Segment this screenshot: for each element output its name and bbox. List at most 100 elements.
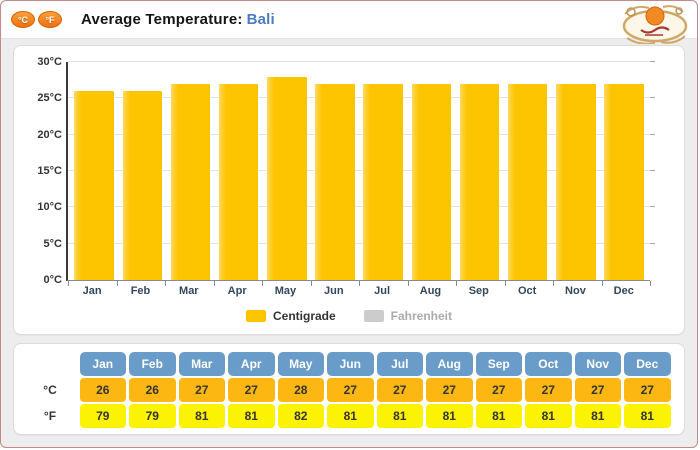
temperature-table: Jan Feb Mar Apr May Jun Jul Aug Sep Oct Nov Dec °C 26… — [22, 352, 672, 428]
temperature-value-cell: 79 — [129, 404, 176, 428]
gridline — [68, 97, 650, 99]
temperature-bar-jan[interactable] — [74, 91, 114, 280]
chart-legend: Centigrade Fahrenheit — [14, 309, 684, 323]
x-axis-tick — [553, 281, 554, 286]
right-axis-tick — [650, 133, 655, 135]
row-unit-label: °C — [43, 383, 57, 397]
temperature-value-cell: 82 — [277, 404, 324, 428]
month-header-cell: Apr — [228, 352, 275, 376]
temperature-value-cell: 27 — [327, 378, 374, 402]
temperature-value-cell: 81 — [426, 404, 473, 428]
y-axis-tick-label: 20°C — [37, 128, 62, 141]
bar-chart-plot-area: 0°C 5°C 10°C 15°C 20°C 25°C 30°C — [37, 56, 655, 286]
bar-column — [215, 62, 263, 280]
temperature-bar-apr[interactable] — [218, 83, 259, 280]
y-axis-tick-label: 15°C — [37, 165, 62, 177]
temperature-value-cell: 27 — [178, 378, 225, 402]
x-axis-label: Dec — [613, 285, 634, 297]
temperature-bar-jun[interactable] — [315, 83, 355, 280]
temperature-value-cell: 27 — [426, 378, 473, 402]
bar-series — [68, 62, 650, 280]
x-axis-tick — [68, 281, 69, 286]
x-axis-tick — [456, 281, 457, 286]
temperature-value-cell: 79 — [79, 404, 126, 428]
fahrenheit-toggle-button[interactable]: °F — [38, 11, 62, 28]
title-text: Average Temperature: — [81, 11, 243, 28]
temperature-value-cell: 81 — [327, 404, 374, 428]
month-header-cell: Jan — [79, 352, 126, 376]
legend-label: Fahrenheit — [390, 309, 453, 323]
temperature-value-cell: 81 — [525, 404, 572, 428]
temperature-value-cell: 27 — [525, 378, 572, 402]
bar-column — [311, 62, 359, 280]
location-name: Bali — [246, 11, 275, 28]
month-header-cell: May — [277, 352, 324, 376]
x-axis-label: May — [274, 285, 297, 297]
temperature-value-cell: 81 — [475, 404, 522, 428]
bar-column — [118, 62, 166, 280]
x-axis-label: Jun — [324, 285, 344, 297]
bar-column — [166, 62, 214, 280]
temperature-value-cell: 81 — [228, 404, 275, 428]
bar-column — [600, 62, 648, 280]
temperature-bar-feb[interactable] — [122, 91, 162, 280]
temperature-value-cell: 27 — [574, 378, 621, 402]
month-header-cell: Nov — [574, 352, 621, 376]
x-axis-tick — [165, 281, 166, 286]
site-logo-icon — [617, 2, 691, 45]
bar-column — [70, 62, 118, 280]
legend-item-centigrade[interactable]: Centigrade — [245, 309, 336, 323]
gridline — [68, 133, 650, 135]
bar-column — [455, 62, 503, 280]
bar-column — [263, 62, 311, 280]
x-axis-label: Feb — [130, 285, 151, 297]
gridline — [68, 61, 650, 62]
fahrenheit-swatch-icon — [363, 310, 384, 322]
month-header-cell: Dec — [624, 352, 671, 376]
celsius-toggle-button[interactable]: °C — [11, 11, 35, 28]
x-axis-tick — [213, 281, 215, 286]
x-axis-tick — [601, 281, 603, 286]
bar-column — [359, 62, 407, 280]
month-header-cell: Mar — [178, 352, 225, 376]
gridline — [68, 170, 650, 171]
month-header-cell: Jun — [327, 352, 374, 376]
table-header-row: Jan Feb Mar Apr May Jun Jul Aug Sep Oct Nov Dec — [22, 352, 672, 376]
temperature-bar-oct[interactable] — [507, 83, 548, 280]
x-axis-label: Apr — [227, 285, 247, 297]
bar-column — [552, 62, 600, 280]
x-axis-tick — [504, 281, 506, 286]
right-axis-tick — [650, 206, 655, 208]
x-axis-label: Sep — [468, 285, 489, 297]
legend-label: Centigrade — [272, 309, 336, 323]
x-axis-labels: Jan Feb Mar Apr May Jun Jul Aug Sep Oct Nov Dec — [66, 285, 650, 297]
temperature-bar-jul[interactable] — [363, 83, 403, 280]
legend-item-fahrenheit[interactable]: Fahrenheit — [363, 309, 453, 323]
month-header-cell: Feb — [129, 352, 176, 376]
temperature-bar-mar[interactable] — [170, 83, 211, 280]
month-header-cell: Oct — [525, 352, 572, 376]
right-axis-tick — [650, 97, 655, 99]
temperature-bar-aug[interactable] — [411, 83, 452, 280]
x-axis-label: Aug — [419, 285, 442, 297]
temperature-bar-nov[interactable] — [556, 83, 596, 280]
temperature-table-panel: Jan Feb Mar Apr May Jun Jul Aug Sep Oct Nov Dec °C 26… — [13, 343, 685, 435]
y-axis-tick-label: 30°C — [37, 56, 62, 68]
temperature-value-cell: 27 — [228, 378, 275, 402]
temperature-bar-may[interactable] — [267, 76, 307, 280]
y-axis-tick-label: 10°C — [37, 201, 62, 214]
table-row: °F 79 79 81 81 82 81 81 81 81 81 81 81 — [22, 404, 672, 428]
gridline — [68, 242, 650, 244]
x-axis-label: Nov — [565, 285, 586, 297]
temperature-value-cell: 27 — [475, 378, 522, 402]
temperature-bar-dec[interactable] — [604, 83, 644, 280]
x-axis-tick — [650, 281, 651, 286]
temperature-value-cell: 26 — [79, 378, 126, 402]
temperature-bar-sep[interactable] — [459, 83, 500, 280]
right-axis-tick — [650, 61, 655, 62]
table-row: °C 26 26 27 27 28 27 27 27 27 27 27 27 — [22, 378, 672, 402]
month-header-cell: Jul — [376, 352, 423, 376]
temperature-value-cell: 81 — [376, 404, 423, 428]
page-title: Average Temperature: Bali — [81, 11, 275, 28]
centigrade-swatch-icon — [245, 310, 266, 322]
